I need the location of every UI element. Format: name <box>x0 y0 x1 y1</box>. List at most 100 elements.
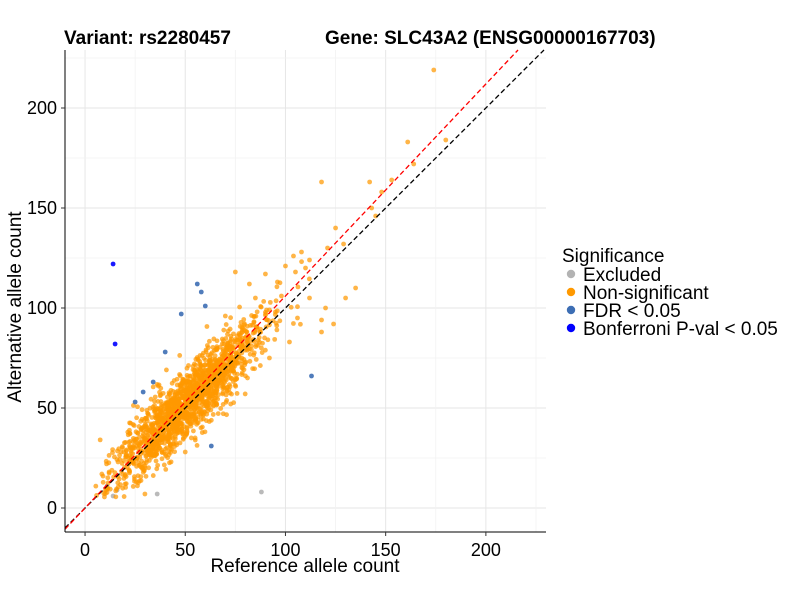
data-point <box>166 452 172 458</box>
data-point <box>274 323 280 329</box>
legend-key-dot <box>566 269 576 279</box>
data-point <box>153 428 158 434</box>
data-point <box>431 67 437 73</box>
data-point <box>227 339 233 345</box>
x-axis-ticks: 0 50 100 150 200 <box>80 532 501 560</box>
data-point <box>245 375 250 381</box>
data-point <box>216 365 222 371</box>
data-point <box>229 375 234 381</box>
data-point <box>274 284 280 290</box>
data-point <box>113 488 119 494</box>
data-point <box>140 440 146 445</box>
data-point <box>228 343 234 349</box>
data-point <box>144 457 150 463</box>
data-point <box>267 355 272 361</box>
data-point <box>295 304 300 310</box>
data-point <box>198 371 204 377</box>
data-point <box>202 303 208 309</box>
data-point <box>213 361 219 366</box>
data-point <box>203 347 209 353</box>
data-point <box>246 281 252 287</box>
data-point <box>191 428 196 434</box>
data-point <box>123 481 129 487</box>
data-point <box>223 392 229 398</box>
data-point <box>443 137 449 143</box>
x-tick-label: 0 <box>80 540 90 560</box>
data-point <box>167 401 173 407</box>
data-point <box>157 405 163 411</box>
data-point <box>262 312 268 318</box>
data-point <box>291 321 296 326</box>
data-point <box>122 464 127 470</box>
data-point <box>238 339 244 345</box>
data-point <box>243 328 249 334</box>
data-point <box>138 474 144 480</box>
data-point <box>219 354 225 360</box>
data-point <box>131 437 137 443</box>
data-point <box>206 395 212 401</box>
data-point <box>253 357 259 362</box>
data-point <box>233 375 238 381</box>
data-point <box>221 338 226 344</box>
data-point <box>227 347 233 353</box>
data-point <box>174 403 180 409</box>
data-point <box>205 352 211 358</box>
data-point <box>115 484 121 490</box>
data-point <box>295 284 301 290</box>
data-point <box>168 459 174 465</box>
data-point <box>150 452 156 457</box>
data-point <box>171 441 176 447</box>
data-point <box>139 407 145 413</box>
data-point <box>272 312 278 317</box>
data-point <box>215 411 221 417</box>
data-point <box>192 373 198 378</box>
y-axis-ticks: 0 50 100 150 200 <box>27 98 65 518</box>
data-point <box>100 479 106 485</box>
data-point <box>196 409 202 415</box>
data-point <box>115 448 120 454</box>
data-point <box>102 491 108 497</box>
data-point <box>160 390 166 396</box>
data-point <box>325 245 330 251</box>
data-point <box>136 424 142 429</box>
data-point <box>293 269 298 275</box>
data-point <box>228 333 234 339</box>
data-point <box>306 276 312 282</box>
data-point <box>198 425 204 431</box>
legend-title: Significance <box>562 246 664 267</box>
data-point <box>229 365 235 370</box>
data-point <box>97 437 103 443</box>
data-point <box>203 367 209 373</box>
reference-line-identity <box>64 49 545 529</box>
data-point <box>353 285 359 291</box>
data-point <box>115 480 121 486</box>
data-point <box>153 458 159 464</box>
data-point <box>161 449 167 455</box>
legend-item-label: FDR < 0.05 <box>583 301 681 322</box>
data-point <box>142 421 148 427</box>
data-point <box>223 322 229 327</box>
data-point <box>299 259 304 265</box>
data-point <box>228 315 234 321</box>
x-axis-label: Reference allele count <box>210 556 400 577</box>
data-point <box>188 435 194 441</box>
data-point <box>135 404 140 410</box>
data-point <box>283 263 288 269</box>
data-point <box>152 394 158 400</box>
y-tick-label: 150 <box>27 198 57 218</box>
data-point <box>204 343 210 348</box>
data-point <box>212 353 218 359</box>
data-point <box>131 460 136 466</box>
data-point <box>169 380 175 386</box>
data-point <box>208 443 214 449</box>
data-point <box>210 412 216 417</box>
data-point <box>202 403 207 409</box>
data-point <box>411 161 417 167</box>
data-point <box>288 304 294 310</box>
data-point <box>178 311 184 317</box>
data-point <box>250 330 256 336</box>
data-point <box>192 435 198 441</box>
data-point <box>307 257 312 263</box>
data-point <box>166 406 172 412</box>
data-point <box>273 298 279 304</box>
